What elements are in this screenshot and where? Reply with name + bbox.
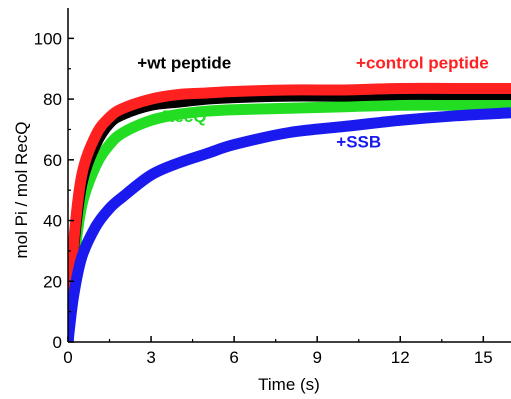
x-tick-label: 6 bbox=[229, 348, 238, 367]
x-axis-title: Time (s) bbox=[258, 375, 320, 394]
y-tick-label: 40 bbox=[43, 212, 62, 231]
series-label-wt-peptide: +wt peptide bbox=[137, 54, 231, 73]
series-line-ssb bbox=[62, 107, 511, 343]
series-layer bbox=[62, 82, 511, 343]
bottom-margin bbox=[68, 342, 511, 399]
series-label-control-peptide: +control peptide bbox=[356, 54, 489, 73]
y-tick-label: 0 bbox=[53, 333, 62, 352]
series-label-recq: RecQ bbox=[162, 107, 206, 126]
y-axis-title: mol Pi / mol RecQ bbox=[12, 122, 31, 259]
x-tick-label: 9 bbox=[312, 348, 321, 367]
left-margin bbox=[0, 0, 68, 399]
x-tick-label: 15 bbox=[474, 348, 493, 367]
x-tick-label: 12 bbox=[391, 348, 410, 367]
y-tick-label: 100 bbox=[34, 29, 62, 48]
y-tick-label: 20 bbox=[43, 272, 62, 291]
series-label-ssb: +SSB bbox=[336, 133, 381, 152]
series-line-recq bbox=[62, 99, 511, 343]
x-tick-label: 3 bbox=[146, 348, 155, 367]
y-tick-label: 60 bbox=[43, 151, 62, 170]
x-tick-label: 0 bbox=[63, 348, 72, 367]
y-tick-label: 80 bbox=[43, 90, 62, 109]
series-line-control-peptide bbox=[62, 82, 511, 343]
series-labels: +wt peptide +control peptide RecQ +SSB bbox=[137, 54, 488, 152]
